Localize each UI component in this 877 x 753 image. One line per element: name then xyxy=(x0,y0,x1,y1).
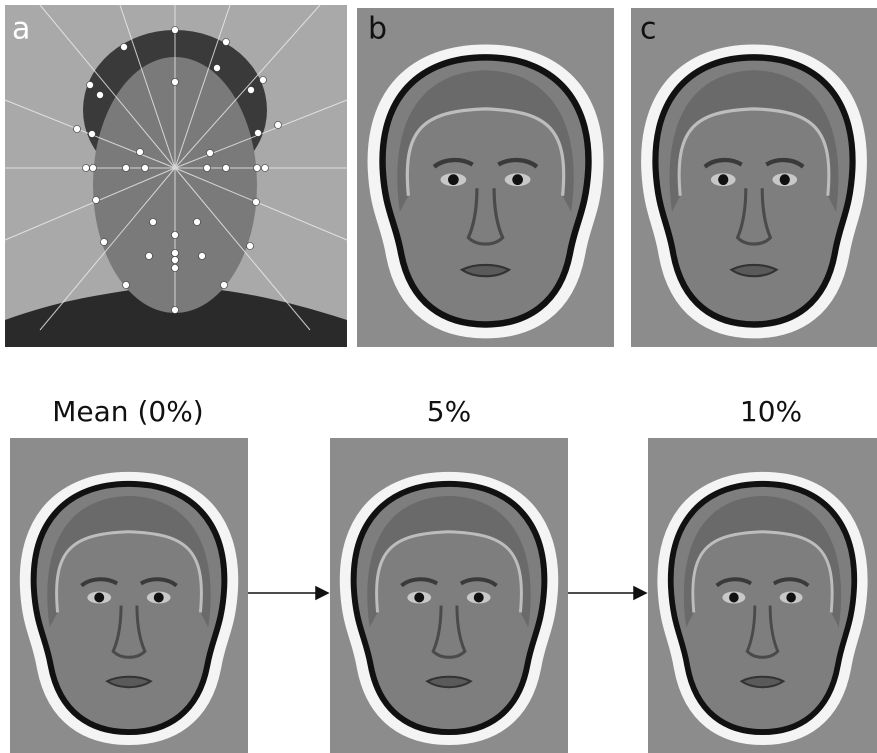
panel-a: a xyxy=(5,5,347,347)
arrow-head xyxy=(316,587,328,599)
panel-label: c xyxy=(640,12,657,47)
figure-canvas: a b c Mean (0%) 5% 10% xyxy=(0,0,877,753)
synthetic-face xyxy=(631,8,877,347)
morph-face xyxy=(10,438,248,753)
panel-label: a xyxy=(12,12,30,47)
morph-label: Mean (0%) xyxy=(52,395,203,428)
panel-b: b xyxy=(357,8,614,347)
morph-label: 10% xyxy=(740,395,802,428)
morph-face xyxy=(648,438,877,753)
morph-label: 5% xyxy=(427,395,471,428)
panel-label: b xyxy=(368,12,387,47)
arrow-head xyxy=(634,587,646,599)
figure: a b c Mean (0%) 5% 10% xyxy=(0,0,877,753)
panel-c: c xyxy=(631,8,877,347)
morph-face xyxy=(330,438,568,753)
shape-free-face xyxy=(357,8,614,347)
